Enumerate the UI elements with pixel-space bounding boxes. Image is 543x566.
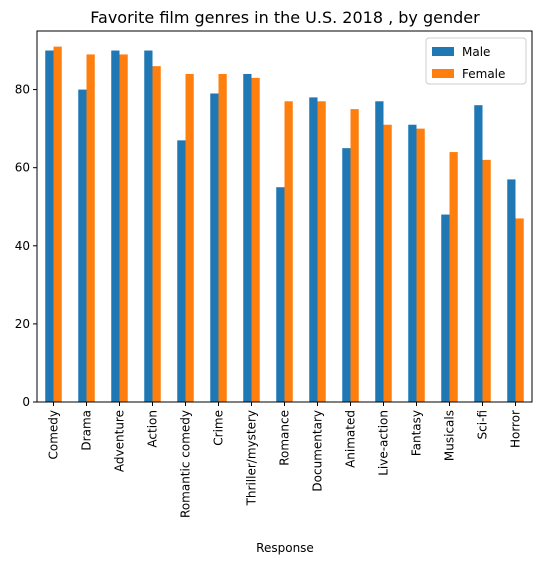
bar-male-horror [507, 179, 516, 402]
bar-male-comedy [45, 50, 54, 402]
bar-female-sci-fi [482, 159, 491, 402]
plot-frame [36, 30, 533, 403]
legend-swatch-female [432, 69, 454, 78]
x-tick-label: Thriller/mystery [245, 410, 259, 506]
bar-female-romance [284, 101, 293, 402]
x-tick-label: Animated [344, 410, 358, 468]
y-tick-label: 40 [15, 239, 30, 253]
bar-male-thriller-mystery [243, 73, 252, 403]
bar-male-romance [276, 187, 285, 402]
bar-male-documentary [309, 97, 318, 402]
legend-label-male: Male [462, 45, 490, 59]
x-tick-label: Comedy [47, 410, 61, 460]
x-axis-label: Response [256, 541, 314, 555]
bar-male-animated [342, 148, 351, 402]
bar-female-horror [515, 218, 524, 402]
x-tick-label: Drama [80, 410, 94, 451]
x-tick-label: Sci-fi [476, 410, 490, 439]
bar-male-live-action [375, 101, 384, 402]
bar-male-action [144, 50, 153, 402]
bar-female-drama [86, 54, 95, 403]
bar-female-comedy [53, 46, 62, 403]
x-tick-label: Adventure [113, 410, 127, 472]
bars-group [45, 46, 524, 403]
y-tick-label: 80 [15, 83, 30, 97]
bar-male-fantasy [408, 124, 417, 402]
x-tick-label: Romance [278, 410, 292, 466]
bar-male-crime [210, 93, 219, 402]
bar-male-adventure [111, 50, 120, 402]
bar-female-action [152, 66, 161, 403]
bar-female-adventure [119, 54, 128, 403]
bar-male-musicals [441, 214, 450, 402]
x-tick-label: Fantasy [410, 410, 424, 456]
bar-male-drama [78, 89, 87, 402]
y-tick-label: 60 [15, 161, 30, 175]
x-tick-label: Musicals [443, 410, 457, 461]
bar-female-fantasy [416, 128, 425, 402]
x-tick-label: Documentary [311, 410, 325, 492]
bar-male-sci-fi [474, 105, 483, 402]
x-tick-label: Horror [509, 410, 523, 448]
chart-title: Favorite film genres in the U.S. 2018 , … [90, 8, 480, 27]
bar-female-animated [350, 109, 359, 403]
bar-female-crime [218, 73, 227, 403]
bar-female-musicals [449, 152, 458, 402]
bar-female-documentary [317, 101, 326, 402]
x-tick-label: Action [146, 410, 160, 448]
bar-male-romantic-comedy [177, 140, 186, 402]
bar-female-live-action [383, 124, 392, 402]
x-axis: Comedy Drama Adventure Action Romantic comed… [47, 402, 523, 518]
legend-label-female: Female [462, 67, 505, 81]
legend: Male Female [425, 37, 527, 85]
y-tick-label: 0 [22, 395, 30, 409]
x-tick-label: Crime [212, 410, 226, 446]
legend-swatch-male [432, 47, 454, 56]
y-axis: 0 20 40 60 80 [15, 83, 37, 409]
x-tick-label: Romantic comedy [179, 410, 193, 518]
x-tick-label: Live-action [377, 410, 391, 476]
bar-female-romantic-comedy [185, 73, 194, 403]
y-tick-label: 20 [15, 317, 30, 331]
bar-female-thriller-mystery [251, 77, 260, 403]
